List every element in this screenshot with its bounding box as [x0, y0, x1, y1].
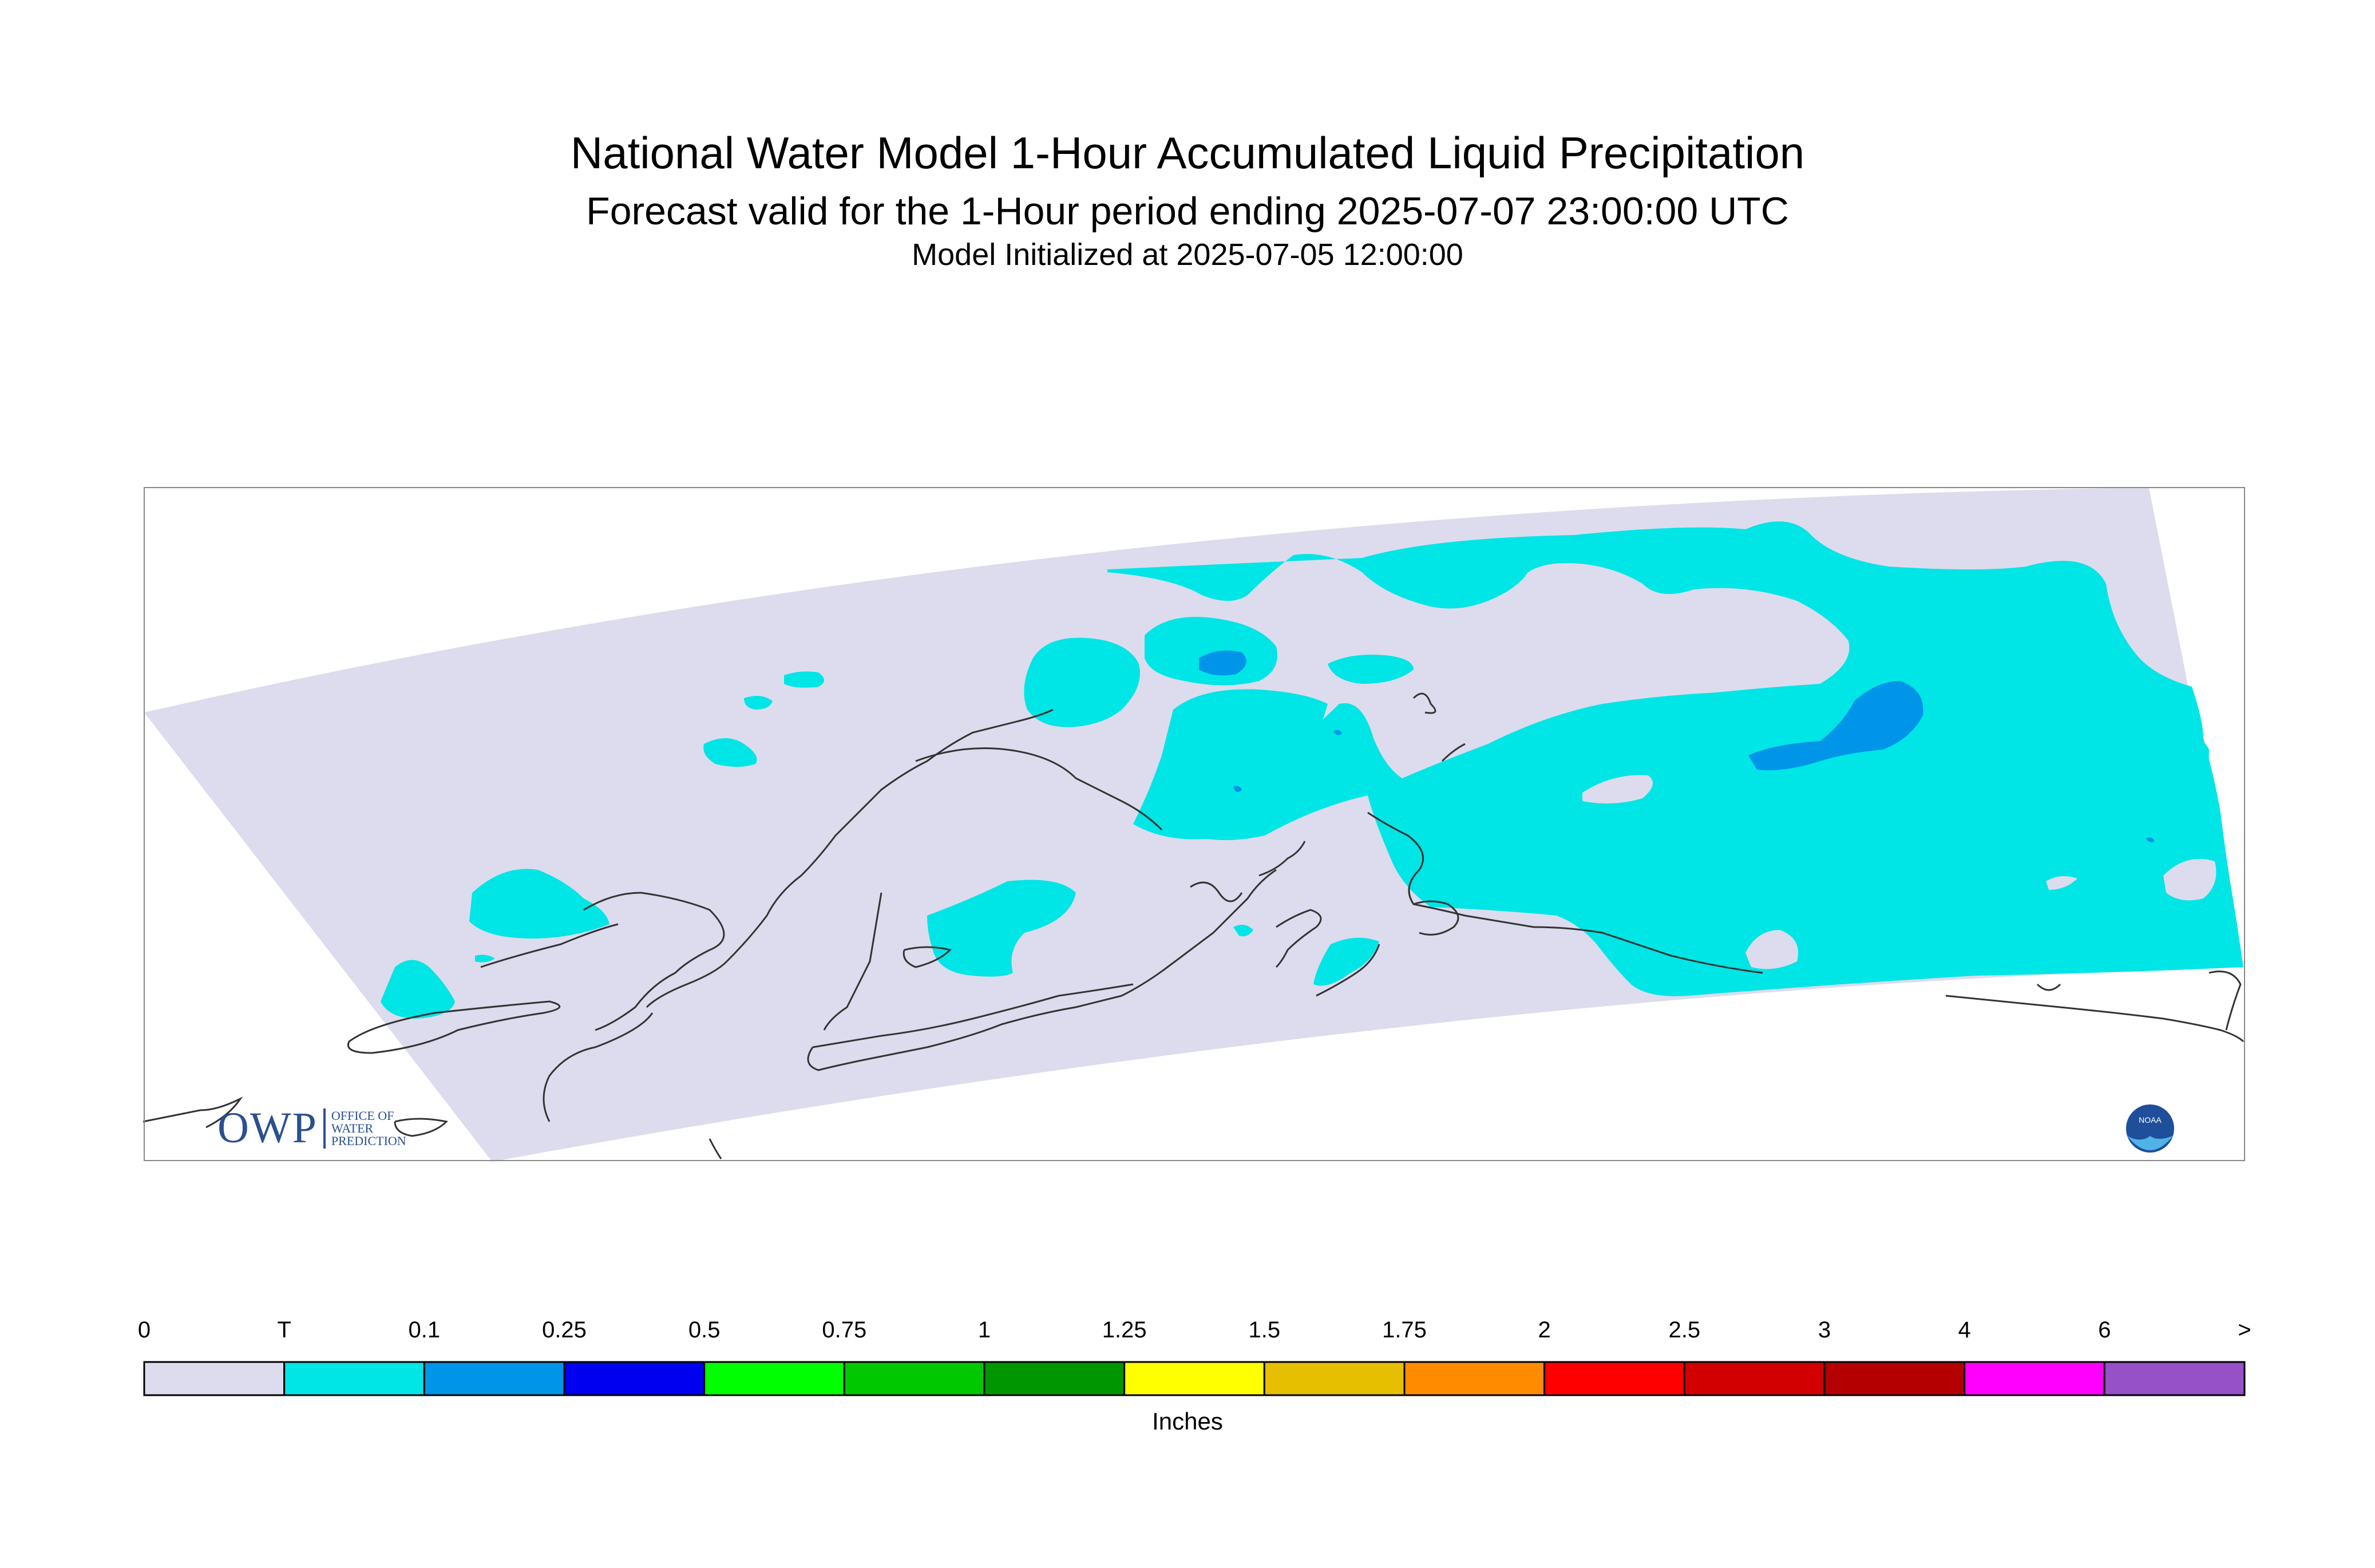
colorbar-label: 0.25: [542, 1317, 587, 1343]
owp-logo: OWP OFFICE OF WATER PREDICTION: [217, 1103, 406, 1153]
colorbar-swatch: [1123, 1361, 1265, 1396]
colorbar-swatch: [1823, 1361, 1966, 1396]
colorbar-label: 6: [2098, 1317, 2111, 1343]
colorbar-swatch: [283, 1361, 425, 1396]
colorbar-label: 1.5: [1248, 1317, 1281, 1343]
map-title: National Water Model 1-Hour Accumulated …: [570, 128, 1805, 178]
colorbar-swatch: [703, 1361, 845, 1396]
trace-precip-areas: [381, 521, 2243, 1019]
colorbar-label: 2.5: [1668, 1317, 1701, 1343]
colorbar-label: 3: [1818, 1317, 1831, 1343]
colorbar-label: 4: [1958, 1317, 1971, 1343]
colorbar-label: 2: [1538, 1317, 1551, 1343]
colorbar-swatch: [1964, 1361, 2105, 1396]
owp-logo-text: OWP: [217, 1104, 318, 1152]
colorbar-swatch: [143, 1361, 286, 1396]
model-init-subtitle: Model Initialized at 2025-07-05 12:00:00: [912, 237, 1463, 272]
owp-sub2: WATER: [331, 1120, 374, 1135]
colorbar-swatch: [563, 1361, 706, 1396]
owp-sub1: OFFICE OF: [331, 1108, 394, 1123]
colorbar-swatch: [1263, 1361, 1406, 1396]
colorbar-label: 0.75: [822, 1317, 867, 1343]
colorbar-swatch: [1683, 1361, 1826, 1396]
colorbar-swatch: [423, 1361, 565, 1396]
light-precip-areas: [1199, 650, 2155, 842]
noaa-logo-icon: NOAA: [2126, 1104, 2174, 1153]
legend-units: Inches: [1152, 1408, 1223, 1435]
colorbar-label: 0.5: [688, 1317, 721, 1343]
colorbar-label: >: [2238, 1317, 2251, 1343]
owp-sub3: PREDICTION: [331, 1133, 406, 1148]
coastlines: [142, 692, 2245, 1159]
colorbar-swatch: [2103, 1361, 2246, 1396]
map-frame: [144, 487, 2245, 1161]
colorbar-swatch: [843, 1361, 985, 1396]
colorbar-label: 0.1: [408, 1317, 441, 1343]
colorbar-label: T: [277, 1317, 291, 1343]
colorbar-swatch: [983, 1361, 1126, 1396]
noaa-label: NOAA: [2139, 1115, 2162, 1124]
colorbar-label: 1.75: [1382, 1317, 1427, 1343]
colorbar-swatch: [1543, 1361, 1685, 1396]
colorbar-swatch: [1403, 1361, 1546, 1396]
colorbar-label: 0: [137, 1317, 151, 1343]
colorbar-label: 1.25: [1102, 1317, 1147, 1343]
background-holes: [1582, 775, 2216, 969]
forecast-valid-subtitle: Forecast valid for the 1-Hour period end…: [586, 189, 1789, 233]
colorbar-label: 1: [977, 1317, 991, 1343]
legend-colorbar: [143, 1361, 2246, 1396]
